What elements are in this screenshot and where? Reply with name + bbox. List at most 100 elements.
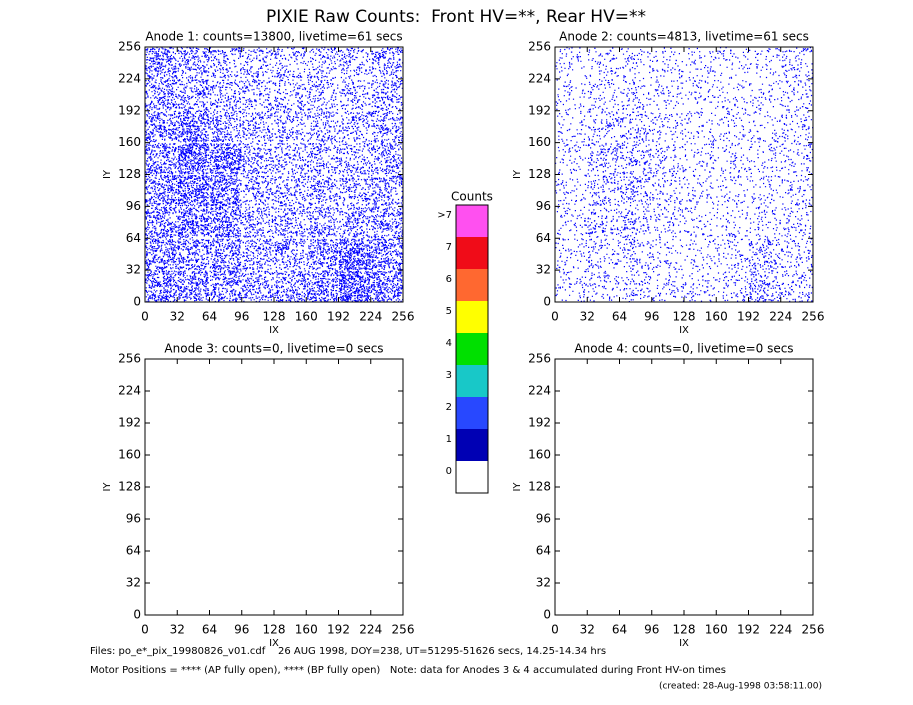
count-cell <box>619 174 652 207</box>
y-tick-label: 160 <box>118 135 141 149</box>
count-cell <box>716 238 749 270</box>
count-cell <box>780 79 813 111</box>
count-cell <box>587 111 620 143</box>
panel-title: Anode 3: counts=0, livetime=0 secs <box>164 342 383 356</box>
count-cell <box>652 174 685 206</box>
y-tick-label: 256 <box>118 352 141 366</box>
x-tick-label: 96 <box>644 310 659 324</box>
colorbar-label: 6 <box>446 274 452 285</box>
colorbar-swatch <box>456 461 488 493</box>
colorbar-frame <box>455 204 489 494</box>
count-cell <box>620 79 652 110</box>
count-cell <box>684 143 717 173</box>
count-cell <box>652 143 684 175</box>
x-tick-label: 224 <box>769 623 792 637</box>
x-tick-label: 32 <box>580 623 595 637</box>
count-cell <box>557 110 587 143</box>
y-tick-label: 64 <box>536 544 551 558</box>
count-cell <box>371 79 404 111</box>
count-cell <box>555 79 586 111</box>
x-tick-label: 96 <box>234 310 249 324</box>
count-cell <box>587 174 620 207</box>
count-cell <box>177 142 210 175</box>
colorbar-label: 5 <box>446 306 452 317</box>
count-cell <box>306 79 339 111</box>
count-cell <box>684 174 715 205</box>
count-cell <box>780 238 813 269</box>
y-tick-label: 0 <box>133 295 141 309</box>
count-cell <box>177 110 210 143</box>
x-axis-label: IX <box>269 638 279 649</box>
count-cell <box>651 113 684 143</box>
count-cell <box>684 270 717 302</box>
count-cell <box>306 47 339 79</box>
count-cell <box>177 206 210 239</box>
count-cell <box>274 238 307 270</box>
footer-line: Motor Positions = **** (AP fully open), … <box>90 665 726 676</box>
y-tick-label: 128 <box>528 167 551 181</box>
x-tick-label: 64 <box>202 310 217 324</box>
count-cell <box>242 206 275 239</box>
colorbar-swatch <box>456 237 488 269</box>
x-tick-label: 32 <box>170 310 185 324</box>
y-tick-label: 64 <box>126 544 141 558</box>
x-axis-label: IX <box>679 638 689 649</box>
count-cell <box>587 79 620 111</box>
count-cell <box>306 206 339 239</box>
y-axis-label: IY <box>512 169 523 179</box>
x-tick-label: 64 <box>202 623 217 637</box>
x-tick-label: 0 <box>141 623 149 637</box>
y-tick-label: 32 <box>536 263 551 277</box>
count-cell <box>338 143 371 175</box>
count-cell <box>555 142 587 175</box>
y-axis-label: IY <box>102 482 113 492</box>
count-cell <box>145 206 178 239</box>
y-tick-label: 224 <box>118 384 141 398</box>
count-cell <box>619 206 652 239</box>
count-cell <box>619 238 652 270</box>
plot-frame <box>144 358 404 616</box>
y-tick-label: 224 <box>528 71 551 85</box>
panel-title: Anode 4: counts=0, livetime=0 secs <box>574 342 793 356</box>
count-cell <box>555 270 587 302</box>
count-cell <box>749 80 781 111</box>
count-cell <box>370 110 403 143</box>
count-cell <box>748 238 781 270</box>
count-cell <box>274 206 306 239</box>
y-tick-label: 224 <box>118 71 141 85</box>
count-cell <box>241 142 275 175</box>
y-tick-label: 0 <box>543 295 551 309</box>
colorbar-label: 3 <box>446 370 452 381</box>
y-tick-label: 224 <box>528 384 551 398</box>
count-cell <box>717 110 749 142</box>
count-cell <box>241 47 274 79</box>
y-tick-label: 32 <box>126 263 141 277</box>
y-tick-label: 128 <box>528 480 551 494</box>
count-cell <box>274 174 307 207</box>
x-tick-label: 192 <box>737 623 760 637</box>
y-tick-label: 256 <box>528 352 551 366</box>
count-cell <box>209 174 242 207</box>
count-cell <box>619 142 652 175</box>
colorbar-label: >7 <box>437 210 452 221</box>
colorbar-swatch <box>456 205 488 237</box>
count-cell <box>371 174 404 206</box>
x-axis-label: IX <box>679 325 689 336</box>
x-tick-label: 160 <box>705 310 728 324</box>
colorbar-label: 1 <box>446 434 452 445</box>
count-cell <box>781 207 812 238</box>
x-tick-label: 32 <box>170 623 185 637</box>
x-tick-label: 192 <box>327 310 350 324</box>
y-tick-label: 64 <box>126 231 141 245</box>
count-cell <box>209 238 242 271</box>
count-cell <box>209 270 242 303</box>
count-cell <box>781 110 814 143</box>
count-cell <box>587 47 619 79</box>
count-cell <box>748 143 781 174</box>
count-cell <box>555 174 587 206</box>
footer-line: Files: po_e*_pix_19980826_v01.cdf 26 AUG… <box>90 646 606 657</box>
count-cell <box>716 270 749 302</box>
y-tick-label: 192 <box>528 103 551 117</box>
x-tick-label: 128 <box>673 623 696 637</box>
